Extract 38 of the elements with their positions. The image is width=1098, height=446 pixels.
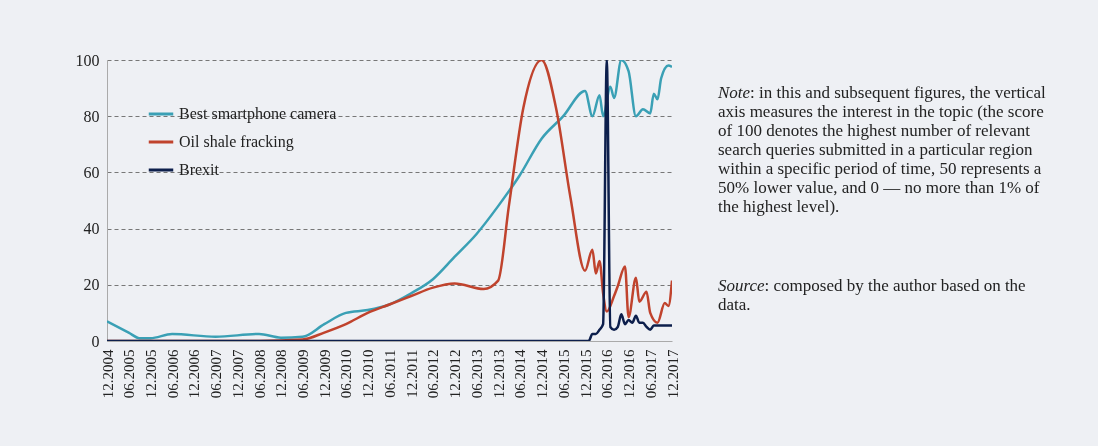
text: Note: in this and subsequent figures, the vertical axis measures the interest in the topic (the score of 100 denotes the highest number of relevant search queries submitted in a particular region within a specific period of time, 50 represents a 50% lower value, and 0 — no more than 1% of the highest level).: [718, 83, 1047, 216]
x-tick-label: 12.2010: [360, 349, 377, 399]
x-tick-label: 06.2010: [338, 349, 355, 399]
x-tick-label: 06.2005: [121, 349, 138, 399]
x-tick-label: 12.2007: [229, 349, 246, 399]
x-tick-label: 06.2007: [208, 349, 225, 399]
x-tick-label: 06.2017: [642, 349, 659, 399]
x-tick-label: 12.2008: [273, 349, 290, 399]
y-tick-label: 0: [91, 332, 100, 350]
x-tick-label: 12.2006: [186, 349, 203, 399]
source-note: Source: composed by the author based on the data.: [718, 276, 1027, 314]
x-tick-label: 12.2005: [142, 349, 159, 399]
x-tick-label: 06.2016: [599, 349, 616, 399]
x-tick-label: 06.2012: [425, 349, 442, 399]
legend-label: Oil shale fracking: [179, 133, 294, 151]
y-tick-label: 100: [75, 51, 100, 69]
x-tick-label: 12.2011: [403, 349, 420, 398]
x-tick-label: 12.2016: [621, 349, 638, 399]
x-tick-label: 06.2009: [295, 349, 312, 399]
x-tick-label: 12.2012: [447, 349, 464, 399]
x-tick-label: 06.2014: [512, 349, 529, 399]
x-tick-label: 12.2017: [664, 349, 681, 399]
x-tick-label: 06.2011: [381, 349, 398, 398]
y-tick-label: 40: [83, 220, 100, 238]
x-tick-label: 12.2013: [490, 349, 507, 399]
x-tick-label: 06.2008: [251, 349, 268, 399]
x-tick-label: 12.2015: [577, 349, 594, 399]
x-tick-label: 12.2009: [316, 349, 333, 399]
x-tick-label: 06.2015: [555, 349, 572, 399]
x-tick-label: 12.2004: [99, 349, 116, 399]
y-tick-label: 80: [83, 107, 100, 125]
x-tick-label: 06.2013: [468, 349, 485, 399]
y-tick-label: 60: [83, 163, 100, 181]
legend-label: Brexit: [179, 161, 220, 178]
y-tick-label: 20: [83, 276, 100, 294]
x-tick-label: 06.2006: [164, 349, 181, 399]
legend-label: Best smartphone camera: [179, 105, 337, 123]
x-tick-label: 12.2014: [534, 349, 551, 399]
